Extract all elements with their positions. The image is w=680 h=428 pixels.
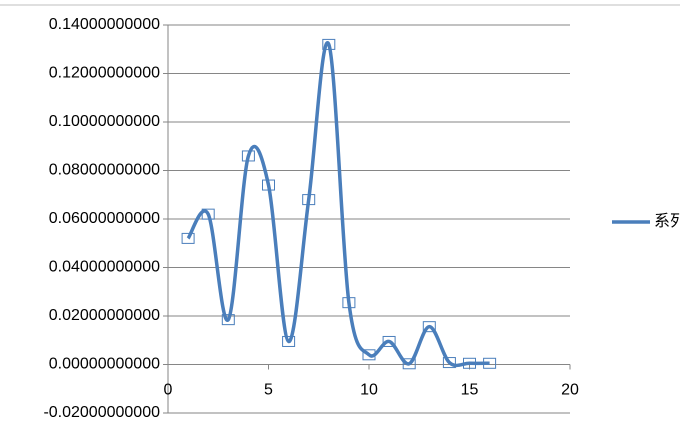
series-line	[186, 41, 490, 368]
point-marker	[342, 297, 356, 309]
y-tick-label: -0.02000000000	[43, 404, 160, 421]
point-marker	[382, 335, 396, 347]
point-marker	[463, 357, 476, 369]
x-tick-label: 10	[360, 382, 378, 399]
point-marker	[201, 208, 215, 220]
x-tick-label: 15	[461, 382, 479, 399]
y-tick-label: 0.10000000000	[49, 113, 160, 130]
y-tick-label: 0.12000000000	[49, 65, 160, 82]
point-marker	[442, 357, 456, 369]
x-tick-label: 0	[164, 382, 173, 399]
point-marker	[262, 179, 275, 191]
point-marker	[221, 314, 235, 326]
y-tick-label: 0.00000000000	[49, 356, 160, 373]
y-tick-label: 0.06000000000	[49, 210, 160, 227]
point-marker	[402, 358, 416, 370]
y-tick-label: 0.08000000000	[49, 162, 160, 179]
point-marker	[302, 194, 316, 206]
legend-label: 系列1	[654, 212, 680, 230]
y-tick-label: 0.02000000000	[49, 307, 160, 324]
point-marker	[362, 349, 376, 361]
x-tick-label: 20	[561, 382, 579, 399]
point-marker	[241, 150, 255, 162]
point-marker	[181, 232, 195, 244]
point-marker	[422, 321, 436, 333]
y-tick-label: 0.04000000000	[49, 259, 160, 276]
x-tick-label: 5	[264, 382, 273, 399]
point-marker	[322, 38, 336, 50]
y-tick-label: 0.14000000000	[49, 16, 160, 33]
point-marker	[282, 335, 296, 347]
point-marker	[483, 357, 497, 369]
